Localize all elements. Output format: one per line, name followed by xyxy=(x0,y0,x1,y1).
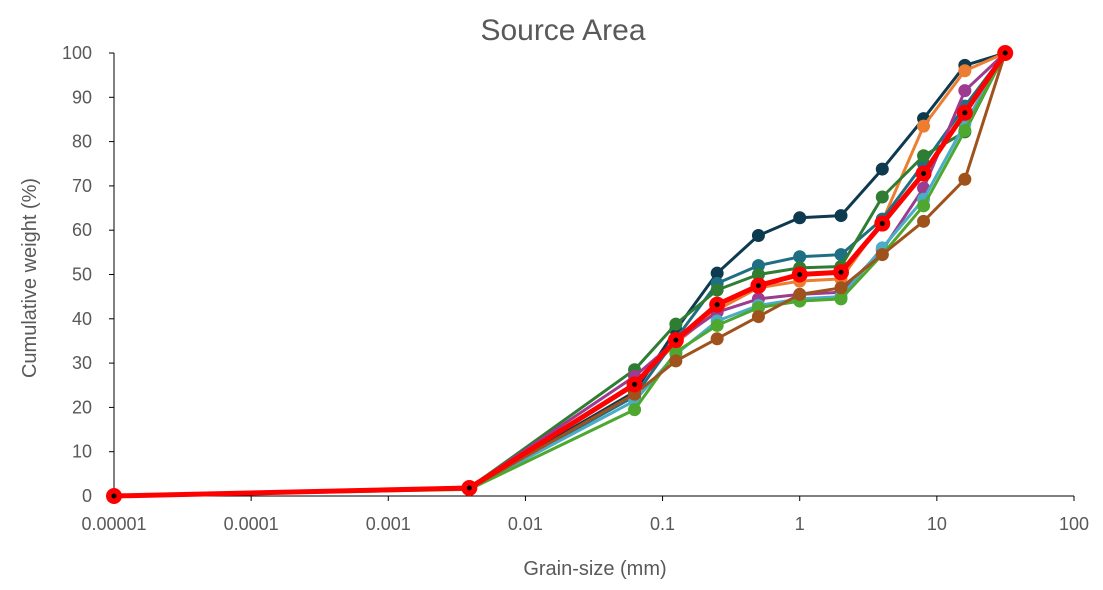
series-line xyxy=(113,52,1007,498)
y-tick-label: 100 xyxy=(62,43,92,63)
data-point xyxy=(628,403,642,417)
data-point-center xyxy=(921,170,927,176)
data-point xyxy=(710,332,724,346)
data-point xyxy=(834,248,848,262)
series-layer xyxy=(106,45,1014,504)
data-point xyxy=(917,214,931,228)
y-tick-label: 70 xyxy=(72,176,92,196)
data-point xyxy=(751,229,765,243)
data-point xyxy=(834,292,848,306)
data-point xyxy=(958,84,972,98)
y-tick-label: 30 xyxy=(72,353,92,373)
chart-title: Source Area xyxy=(480,14,645,47)
data-point-center xyxy=(673,337,679,343)
x-tick-label: 0.00001 xyxy=(81,514,146,534)
data-point xyxy=(834,281,848,295)
y-tick-label: 50 xyxy=(72,265,92,285)
y-tick-label: 40 xyxy=(72,309,92,329)
data-point xyxy=(710,318,724,332)
data-point xyxy=(958,172,972,186)
x-tick-label: 0.1 xyxy=(650,514,675,534)
y-tick-label: 20 xyxy=(72,397,92,417)
y-tick-label: 90 xyxy=(72,87,92,107)
data-point xyxy=(917,119,931,133)
x-tick-label: 1 xyxy=(795,514,805,534)
data-point-center xyxy=(962,110,968,116)
data-point xyxy=(834,209,848,223)
x-axis-title: Grain-size (mm) xyxy=(523,558,666,580)
axes: 0 10 20 30 40 50 60 70 80 90 100 0.00001 0.0001 0.001… xyxy=(62,43,1089,534)
data-point-center xyxy=(838,269,844,275)
y-tick-label: 0 xyxy=(82,486,92,506)
data-point-center xyxy=(466,485,472,491)
data-point-center xyxy=(1002,50,1008,56)
data-point-center xyxy=(879,221,885,227)
data-point xyxy=(669,317,683,331)
y-tick-label: 60 xyxy=(72,220,92,240)
x-tick-label: 10 xyxy=(927,514,947,534)
data-point xyxy=(710,266,724,280)
data-point xyxy=(875,190,889,204)
data-point xyxy=(793,211,807,225)
y-axis-title: Cumulative weight (%) xyxy=(19,178,41,378)
data-point xyxy=(751,310,765,324)
data-point xyxy=(793,250,807,264)
x-tick-label: 0.001 xyxy=(366,514,411,534)
y-tick-label: 80 xyxy=(72,132,92,152)
data-point xyxy=(958,124,972,138)
series-line xyxy=(113,52,1007,498)
series-line xyxy=(113,51,1008,499)
data-point xyxy=(917,149,931,163)
data-point xyxy=(710,283,724,297)
x-tick-label: 0.0001 xyxy=(224,514,279,534)
data-point xyxy=(751,268,765,281)
data-point-center xyxy=(714,302,720,308)
data-point-center xyxy=(755,283,761,289)
data-point-center xyxy=(632,381,638,387)
data-point xyxy=(793,287,807,301)
data-point xyxy=(917,199,931,213)
x-tick-label: 100 xyxy=(1059,514,1089,534)
data-point xyxy=(958,64,972,78)
data-point xyxy=(875,248,889,262)
series-line xyxy=(113,51,1006,498)
data-point xyxy=(669,354,683,368)
x-tick-label: 0.01 xyxy=(508,514,543,534)
series-9 xyxy=(106,45,1014,504)
series-line xyxy=(113,52,1007,498)
data-point-center xyxy=(797,272,803,277)
series-line xyxy=(113,52,1007,498)
data-point-center xyxy=(111,493,117,499)
data-point xyxy=(875,162,889,176)
y-tick-label: 10 xyxy=(72,442,92,462)
